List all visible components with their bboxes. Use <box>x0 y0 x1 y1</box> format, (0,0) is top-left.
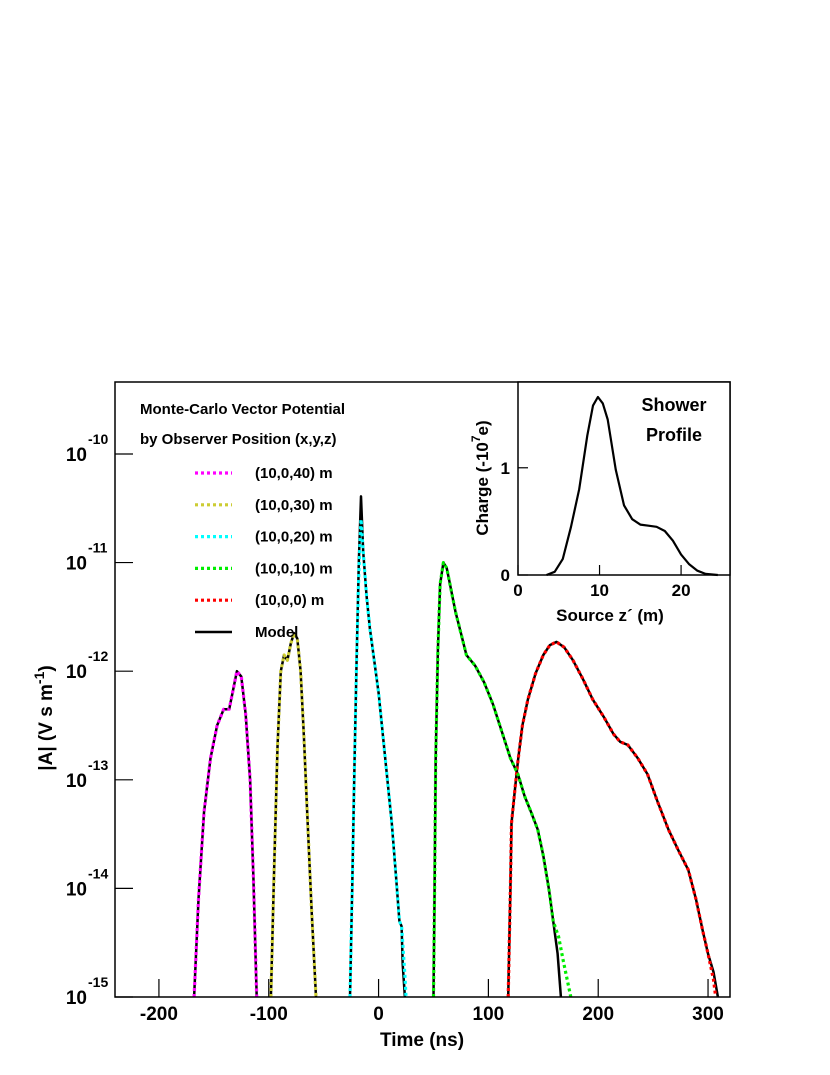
y-tick-label: 10 <box>66 662 87 683</box>
y-tick-exponent: -15 <box>88 974 108 990</box>
y-axis-title: |A| (V s m-1) <box>31 665 57 770</box>
x-tick-label: 0 <box>513 581 522 600</box>
data-line <box>546 395 718 577</box>
x-tick-label: 100 <box>473 1004 505 1025</box>
y-axis-title-superscript: -1 <box>31 671 47 684</box>
legend-title: by Observer Position (x,y,z) <box>140 431 336 448</box>
legend-label: Model <box>255 624 298 641</box>
y-axis-title-text: Charge (-10 <box>473 442 492 536</box>
plot-area <box>518 382 730 575</box>
data-line <box>192 669 259 998</box>
plot-frame <box>517 381 731 576</box>
y-tick-exponent: -13 <box>88 757 108 773</box>
y-axis-title-text: |A| (V s m <box>36 684 57 771</box>
y-tick-label: 10 <box>66 445 87 466</box>
y-tick-label: 10 <box>66 879 87 900</box>
y-tick-exponent: -11 <box>88 540 108 556</box>
legend-label: (10,0,40) m <box>255 465 333 482</box>
legend-label: (10,0,0) m <box>255 592 324 609</box>
y-axis-title-end: ) <box>36 665 57 671</box>
x-tick-label: 0 <box>373 1004 384 1025</box>
y-tick-label: 10 <box>66 988 87 1009</box>
y-tick-exponent: -10 <box>88 431 108 447</box>
y-tick-exponent: -12 <box>88 648 108 664</box>
y-tick-exponent: -14 <box>88 865 108 881</box>
x-tick-label: 10 <box>590 581 609 600</box>
y-tick-label: 10 <box>66 554 87 575</box>
x-tick-label: -100 <box>250 1004 288 1025</box>
x-axis-title: Source z´ (m) <box>556 606 664 625</box>
data-line <box>348 517 408 998</box>
plot-frame <box>114 381 731 998</box>
y-tick-label: 10 <box>66 771 87 792</box>
x-tick-label: 200 <box>582 1004 614 1025</box>
data-line <box>506 640 718 998</box>
legend-label: (10,0,20) m <box>255 529 333 546</box>
legend-label: (10,0,30) m <box>255 497 333 514</box>
y-tick-label: 1 <box>501 459 510 478</box>
data-line <box>431 561 573 998</box>
y-axis-title-end: e) <box>473 420 492 435</box>
x-axis-title: Time (ns) <box>380 1030 464 1051</box>
y-tick-label: 0 <box>501 566 510 585</box>
y-axis-title-superscript: 7 <box>469 435 483 442</box>
x-tick-label: 20 <box>672 581 691 600</box>
legend-label: (10,0,10) m <box>255 560 333 577</box>
x-tick-label: -200 <box>140 1004 178 1025</box>
annotation: Shower <box>641 395 706 415</box>
annotation: Profile <box>646 425 702 445</box>
legend-title: Monte-Carlo Vector Potential <box>140 401 345 418</box>
x-tick-label: 300 <box>692 1004 724 1025</box>
y-axis-title: Charge (-107e) <box>469 420 492 535</box>
